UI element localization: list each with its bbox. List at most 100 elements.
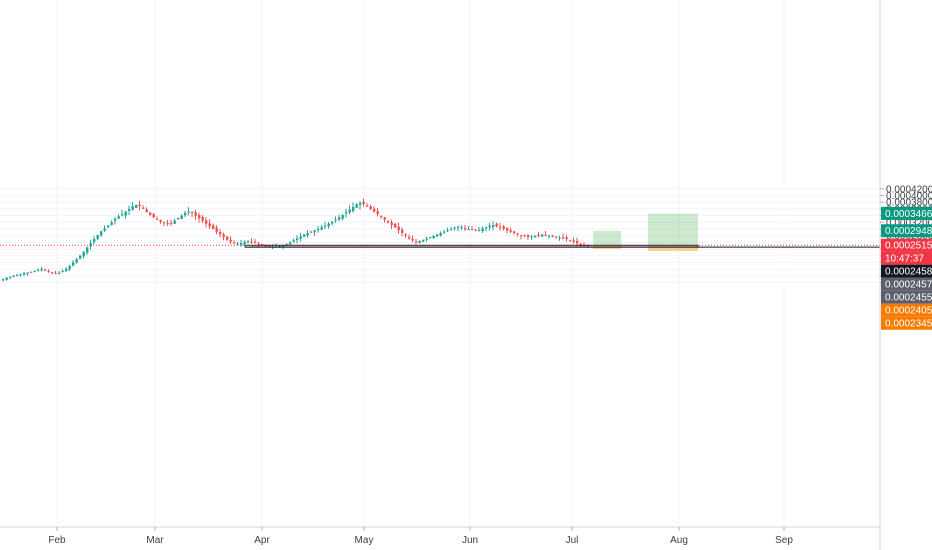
candle-body: [387, 220, 390, 223]
candle-body: [544, 234, 547, 236]
candle-body: [415, 241, 418, 243]
candle-body: [313, 230, 316, 233]
candle-body: [205, 220, 208, 224]
candle-body: [229, 239, 232, 242]
candle-body: [397, 226, 400, 231]
candle-body: [513, 231, 516, 234]
candle-body: [12, 275, 15, 277]
candle-body: [471, 229, 474, 231]
candle-body: [173, 220, 176, 224]
candle-body: [131, 206, 134, 210]
candle-body: [47, 271, 50, 273]
time-axis: Feb Mar Apr May Jun Jul Aug Sep: [48, 527, 793, 546]
y-tick-label: 0.0003800: [886, 198, 932, 209]
candle-body: [355, 204, 358, 208]
candle-body: [516, 233, 519, 235]
candle-body: [282, 245, 285, 247]
price-tag-label: 0.0002345: [885, 319, 932, 330]
candle-body: [5, 277, 8, 280]
candle-body: [429, 237, 432, 239]
candle-body: [187, 211, 190, 213]
x-tick-label: Apr: [254, 535, 270, 546]
price-tags: 0.0003466 0.0002948 0.0002515 10:47:37 0.000…: [881, 206, 932, 330]
entry-box-outline: [244, 244, 699, 248]
candle-body: [128, 208, 131, 211]
price-tag-bg: [881, 316, 932, 330]
y-tick-label: 0.0003200: [886, 218, 932, 229]
candle-body: [33, 270, 36, 272]
x-tick-label: Sep: [775, 535, 793, 546]
candle-body: [394, 223, 397, 228]
price-tag-label: 0.0002457: [885, 280, 932, 291]
grid: [0, 0, 880, 527]
candle-body: [68, 265, 71, 270]
candle-body: [551, 235, 554, 237]
candle-body: [243, 241, 246, 245]
price-tag-label: 0.0002948: [885, 226, 932, 237]
candle-body: [37, 269, 40, 271]
candle-body: [198, 214, 201, 219]
candle-body: [320, 227, 323, 230]
candle-body: [117, 216, 120, 219]
candle-body: [278, 245, 281, 247]
candle-body: [61, 270, 64, 273]
candle-body: [121, 213, 124, 216]
candle-body: [523, 235, 526, 237]
candle-body: [292, 240, 295, 242]
candle-body: [247, 241, 250, 243]
candle-body: [495, 223, 498, 227]
candle-body: [492, 224, 495, 227]
candle-body: [422, 239, 425, 242]
candle-body: [485, 226, 488, 229]
candle-body: [86, 247, 89, 253]
candle-body: [509, 230, 512, 232]
price-tag-label: 0.0002515: [885, 241, 932, 252]
x-tick-label: Mar: [146, 535, 164, 546]
candle-body: [366, 205, 369, 207]
y-tick-label: 0.0004200: [886, 184, 932, 195]
x-tick-label: Feb: [48, 535, 66, 546]
candle-body: [527, 235, 530, 238]
candle-body: [432, 235, 435, 239]
candle-body: [408, 236, 411, 239]
candle-body: [450, 229, 453, 230]
candle-body: [576, 241, 579, 244]
candle-body: [457, 226, 460, 228]
candle-body: [65, 268, 68, 272]
candle-body: [9, 276, 12, 278]
candle-body: [23, 273, 26, 275]
candle-body: [96, 235, 99, 239]
candle-body: [331, 221, 334, 224]
candle-body: [58, 272, 61, 274]
candle-body: [439, 233, 442, 236]
candle-body: [376, 211, 379, 215]
x-tick-label: Jun: [462, 535, 478, 546]
price-tag-bg: [881, 264, 932, 278]
candle-body: [30, 271, 33, 273]
candle-body: [93, 239, 96, 243]
x-tick-label: Aug: [670, 535, 688, 546]
price-tag-label: 10:47:37: [885, 254, 924, 265]
x-tick-label: May: [355, 535, 374, 546]
price-tag-label: 0.0002458: [885, 267, 932, 278]
candle-body: [565, 237, 568, 240]
candle-body: [348, 209, 351, 213]
candle-body: [478, 229, 481, 231]
candle-body: [520, 235, 523, 237]
candle-body: [310, 231, 313, 233]
price-tag-bg: [881, 238, 932, 252]
candle-body: [436, 234, 439, 237]
candle-body: [345, 212, 348, 214]
candle-body: [110, 222, 113, 226]
candle-body: [446, 230, 449, 232]
candle-body: [289, 242, 292, 245]
price-tag-bg: [881, 251, 932, 265]
candle-body: [537, 235, 540, 237]
candle-body: [26, 272, 29, 274]
candle-body: [40, 269, 43, 271]
candle-body: [464, 228, 467, 230]
candle-body: [341, 214, 344, 219]
candle-body: [54, 272, 57, 274]
candle-body: [222, 234, 225, 238]
candle-body: [201, 216, 204, 221]
